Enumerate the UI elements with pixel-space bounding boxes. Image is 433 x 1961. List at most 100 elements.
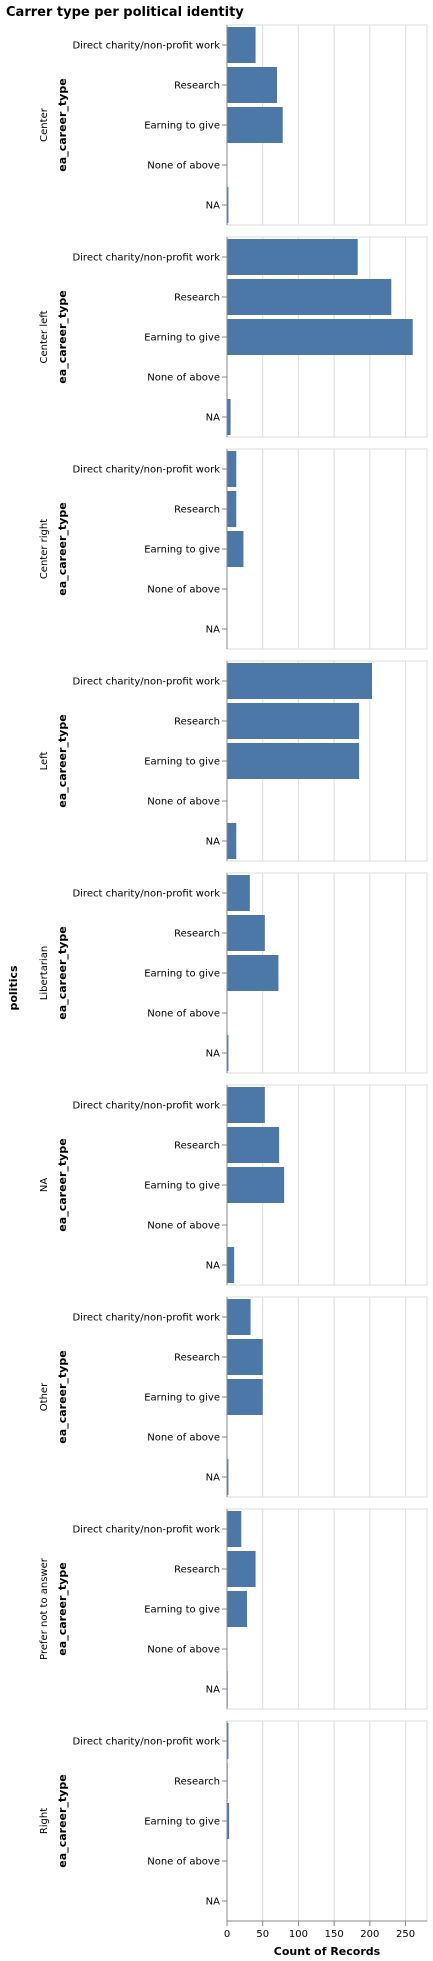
- y-tick-label: None of above: [147, 1433, 220, 1444]
- y-tick-label: Direct charity/non-profit work: [72, 1101, 220, 1112]
- y-tick-label: NA: [206, 1685, 220, 1696]
- bar: [227, 1511, 242, 1547]
- bar: [227, 1087, 265, 1123]
- bar: [227, 1299, 251, 1335]
- y-axis-title: ea_career_type: [56, 290, 69, 383]
- facet-panel: Direct charity/non-profit work Research Ea…: [39, 236, 428, 438]
- y-axis-title: ea_career_type: [56, 1774, 69, 1867]
- y-tick-label: NA: [206, 1473, 220, 1484]
- bar: [227, 187, 229, 223]
- bar: [227, 743, 360, 779]
- bar: [227, 1127, 280, 1163]
- row-field-title: politics: [7, 965, 20, 1011]
- facet-frame: [226, 1720, 428, 1922]
- y-axis-title: ea_career_type: [56, 1350, 69, 1443]
- y-tick-label: Direct charity/non-profit work: [72, 1737, 220, 1748]
- y-tick-label: Earning to give: [144, 333, 220, 344]
- x-axis: 0 50 100 150 200 250: [224, 1920, 427, 1940]
- y-tick-label: None of above: [147, 1645, 220, 1656]
- bar: [227, 27, 256, 63]
- bar: [227, 1459, 229, 1495]
- bar: [227, 1339, 263, 1375]
- y-tick-label: Earning to give: [144, 1817, 220, 1828]
- y-tick-label: Direct charity/non-profit work: [72, 465, 220, 476]
- y-tick-label: Research: [174, 1353, 220, 1364]
- x-tick-label: 250: [396, 1929, 415, 1940]
- bar: [227, 875, 250, 911]
- x-tick-label: 0: [224, 1929, 230, 1940]
- bar: [227, 319, 413, 355]
- y-tick-label: Research: [174, 1565, 220, 1576]
- bar: [227, 239, 358, 275]
- y-axis-title: ea_career_type: [56, 926, 69, 1019]
- y-tick-label: Research: [174, 81, 220, 92]
- bar: [227, 67, 277, 103]
- facet-panel: Direct charity/non-profit work Research Ea…: [39, 1508, 428, 1710]
- y-axis-title: ea_career_type: [56, 714, 69, 807]
- y-tick-label: NA: [206, 413, 220, 424]
- bar: [227, 823, 237, 859]
- bar: [227, 1247, 235, 1283]
- bar: [227, 1591, 247, 1627]
- bar: [227, 1551, 256, 1587]
- y-tick-label: Earning to give: [144, 1393, 220, 1404]
- bar: [227, 1035, 229, 1071]
- y-axis-title: ea_career_type: [56, 78, 69, 171]
- bar: [227, 955, 279, 991]
- bar: [227, 491, 237, 527]
- y-tick-label: Research: [174, 1777, 220, 1788]
- y-tick-label: Earning to give: [144, 757, 220, 768]
- facet-label: Other: [39, 1382, 50, 1411]
- y-axis-title: ea_career_type: [56, 502, 69, 595]
- y-tick-label: Earning to give: [144, 1181, 220, 1192]
- bar: [227, 531, 244, 567]
- facet-label: Center left: [39, 310, 50, 363]
- facet-label: Center right: [39, 519, 50, 579]
- y-tick-label: Direct charity/non-profit work: [72, 41, 220, 52]
- y-tick-label: Direct charity/non-profit work: [72, 677, 220, 688]
- y-tick-label: NA: [206, 837, 220, 848]
- bar: [227, 663, 372, 699]
- bar: [227, 107, 283, 143]
- y-tick-label: Direct charity/non-profit work: [72, 889, 220, 900]
- bar: [227, 915, 265, 951]
- chart-title: Carrer type per political identity: [6, 5, 244, 20]
- facet-label: Right: [39, 1808, 50, 1834]
- x-tick-label: 100: [289, 1929, 308, 1940]
- bar: [227, 703, 360, 739]
- y-tick-label: NA: [206, 1897, 220, 1908]
- y-tick-label: Earning to give: [144, 545, 220, 556]
- y-tick-label: Direct charity/non-profit work: [72, 1313, 220, 1324]
- y-tick-label: NA: [206, 1049, 220, 1060]
- y-axis-title: ea_career_type: [56, 1562, 69, 1655]
- facet-panel: Direct charity/non-profit work Research Ea…: [39, 872, 428, 1074]
- x-tick-label: 150: [325, 1929, 344, 1940]
- bar: [227, 1167, 285, 1203]
- facet-panel: Direct charity/non-profit work Research Ea…: [39, 448, 428, 650]
- y-tick-label: Earning to give: [144, 121, 220, 132]
- facet-label: Prefer not to answer: [39, 1557, 50, 1660]
- facet-frame: [226, 1508, 428, 1710]
- bar: [227, 399, 231, 435]
- y-tick-label: NA: [206, 625, 220, 636]
- bar: [227, 1803, 230, 1839]
- y-tick-label: None of above: [147, 1009, 220, 1020]
- y-tick-label: Earning to give: [144, 1605, 220, 1616]
- facet-panel: Direct charity/non-profit work Research Ea…: [39, 1296, 428, 1498]
- y-tick-label: None of above: [147, 1221, 220, 1232]
- facet-label: Left: [39, 752, 50, 771]
- y-tick-label: None of above: [147, 797, 220, 808]
- x-axis-title: Count of Records: [274, 1945, 381, 1958]
- y-tick-label: Direct charity/non-profit work: [72, 253, 220, 264]
- y-tick-label: None of above: [147, 1857, 220, 1868]
- y-tick-label: Research: [174, 929, 220, 940]
- bar: [227, 1379, 263, 1415]
- y-tick-label: Research: [174, 293, 220, 304]
- facet-panel: Direct charity/non-profit work Research Ea…: [39, 660, 428, 862]
- x-tick-label: 200: [360, 1929, 379, 1940]
- bar: [227, 279, 392, 315]
- bar: [227, 1723, 229, 1759]
- y-tick-label: NA: [206, 201, 220, 212]
- y-tick-label: None of above: [147, 585, 220, 596]
- x-tick-label: 50: [256, 1929, 269, 1940]
